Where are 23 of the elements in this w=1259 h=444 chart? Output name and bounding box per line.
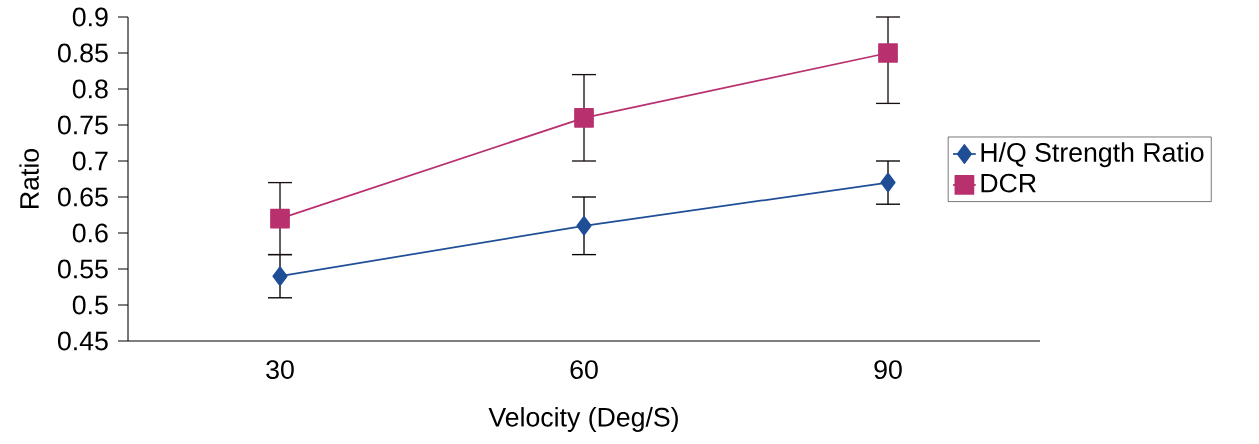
point (574, 107, 594, 128)
legend-label: H/Q Strength Ratio (981, 142, 1204, 168)
point (880, 172, 896, 193)
y-tick-label: 0.5 (72, 295, 108, 315)
y-tick-label: 0.8 (72, 79, 108, 99)
y-tick-label: 0.45 (58, 331, 108, 351)
point (878, 43, 898, 63)
y-tick-label: 0.6 (72, 223, 108, 243)
x-tick-label: 60 (570, 360, 598, 380)
x-axis-title: Velocity (Deg/S) (488, 407, 678, 432)
y-tick-label: 0.55 (58, 259, 108, 279)
x-tick-label: 90 (874, 360, 902, 380)
y-axis-title: Ratio (19, 149, 39, 208)
y-tick-label: 0.75 (58, 115, 108, 135)
point (272, 266, 288, 287)
legend-label: DCR (981, 173, 1036, 193)
point (576, 215, 592, 236)
y-tick-label: 0.65 (58, 187, 108, 207)
y-tick-label: 0.7 (72, 151, 108, 171)
x-tick-label: 30 (266, 360, 294, 380)
y-tick-label: 0.9 (72, 7, 108, 27)
y-tick-label: 0.85 (58, 43, 108, 63)
point (270, 208, 290, 229)
